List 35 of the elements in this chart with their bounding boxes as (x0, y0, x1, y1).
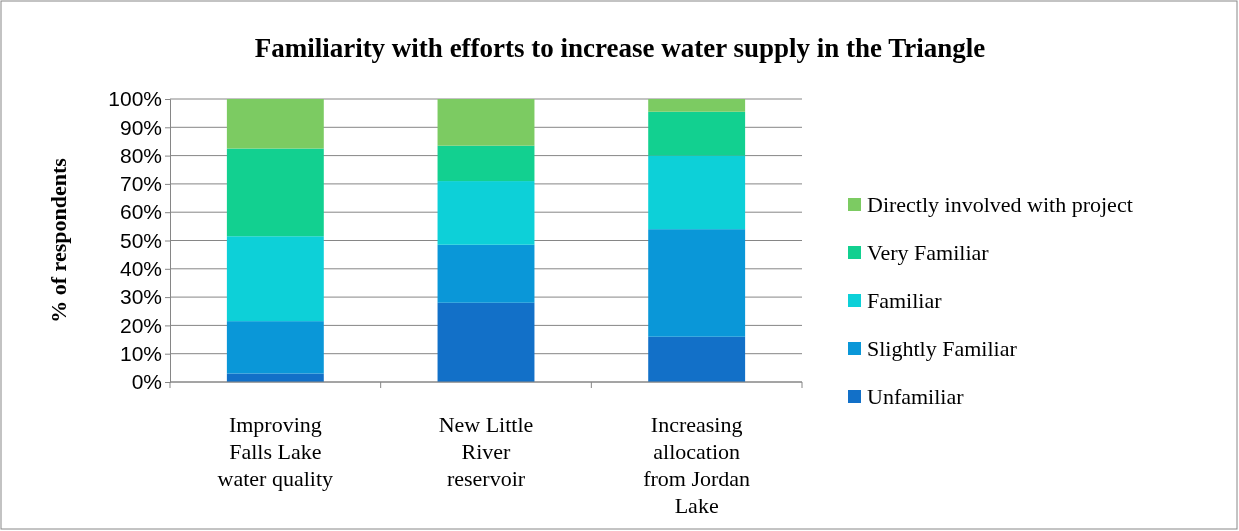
y-tick-label: 0% (131, 370, 162, 394)
bar (226, 236, 324, 322)
bar (437, 181, 535, 245)
bar (437, 145, 535, 182)
bar (437, 302, 535, 382)
y-tick-label: 60% (119, 200, 162, 224)
bar (226, 148, 324, 237)
legend-label: Very Familiar (867, 240, 990, 265)
bar (648, 155, 746, 230)
bar (226, 99, 324, 149)
y-tick-label: 50% (119, 228, 162, 252)
y-tick-label: 10% (119, 341, 162, 365)
legend-label: Slightly Familiar (867, 336, 1018, 361)
y-tick-label: 90% (119, 115, 162, 139)
bar (226, 321, 324, 374)
x-tick-label: Improving Falls Lake water quality (217, 412, 334, 491)
legend-label: Directly involved with project (867, 192, 1133, 217)
bar (648, 229, 746, 337)
x-tick-label: Increasing allocation from Jordan Lake (643, 412, 751, 518)
bar (648, 111, 746, 156)
legend-label: Familiar (867, 288, 943, 313)
chart-title: Familiarity with efforts to increase water supply in the Triangle (254, 33, 986, 63)
y-tick-label: 20% (119, 313, 162, 337)
bar (648, 336, 746, 382)
y-tick-label: 40% (119, 257, 162, 281)
legend-label: Unfamiliar (867, 384, 965, 409)
bar (437, 99, 535, 146)
bar (437, 244, 535, 303)
y-tick-label: 80% (119, 143, 162, 167)
y-tick-label: 100% (108, 87, 162, 111)
y-tick-label: 30% (119, 285, 162, 309)
x-tick-label: New Little River reservoir (438, 412, 534, 491)
y-tick-label: 70% (119, 172, 162, 196)
bar (648, 99, 746, 112)
y-axis-title: % of respondents (46, 157, 71, 323)
